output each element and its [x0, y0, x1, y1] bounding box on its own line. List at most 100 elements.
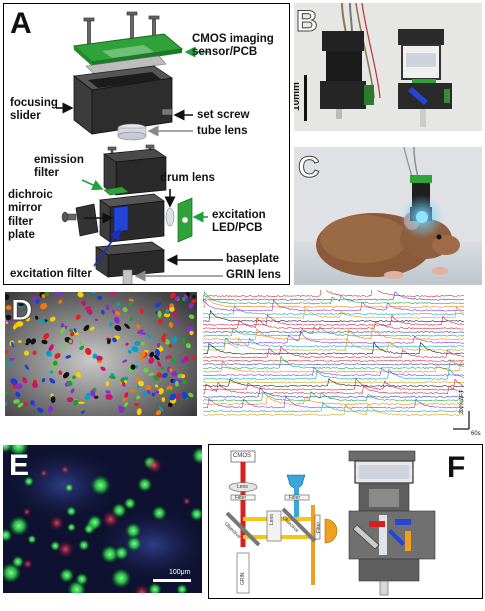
- cell-footprint: [160, 366, 165, 370]
- panel-f: CMOS Lens Filter Filter Objective Object…: [208, 444, 483, 599]
- cell-footprint: [45, 292, 49, 296]
- red-cell: [56, 540, 75, 558]
- scale-label-d-y: 200% ΔF/F: [459, 389, 465, 414]
- cell-footprint: [23, 350, 30, 356]
- cell-footprint: [69, 378, 75, 382]
- cell-footprint: [79, 345, 85, 351]
- cell-footprint: [85, 347, 92, 355]
- fluorescent-cell: [114, 545, 129, 561]
- cell-footprint: [81, 300, 87, 306]
- red-cell: [182, 497, 191, 506]
- cell-footprint: [137, 329, 144, 334]
- calcium-traces: [203, 290, 470, 430]
- cell-footprint: [81, 410, 85, 414]
- label-excitation-led: excitation LED/PCB: [212, 209, 266, 234]
- cell-footprint: [60, 326, 66, 334]
- cell-footprint: [118, 406, 125, 413]
- fluorescent-cell: [123, 497, 137, 510]
- cell-footprint: [181, 359, 186, 364]
- cell-footprint: [24, 401, 28, 407]
- fluorescent-cell: [90, 475, 111, 496]
- panel-a: A: [3, 3, 290, 285]
- cell-footprint: [60, 323, 65, 328]
- panel-e: E 100μm: [3, 445, 202, 593]
- label-f-filter-vertical: Filter: [316, 521, 322, 533]
- cell-footprint: [96, 355, 103, 361]
- calcium-trace: [203, 391, 465, 402]
- cell-footprint: [31, 296, 37, 301]
- cell-footprint: [181, 337, 186, 344]
- calcium-trace: [203, 381, 465, 384]
- fluorescent-cell: [8, 445, 29, 457]
- calcium-trace: [203, 359, 465, 362]
- label-baseplate: baseplate: [226, 253, 280, 265]
- cell-footprint: [158, 406, 164, 412]
- cell-footprint: [94, 395, 99, 399]
- calcium-trace: [203, 304, 464, 316]
- cell-footprint: [167, 389, 172, 394]
- cell-footprint: [83, 324, 90, 332]
- cell-footprint: [75, 371, 82, 378]
- cell-footprint: [161, 397, 166, 403]
- calcium-trace: [203, 360, 465, 373]
- cell-footprint: [157, 319, 163, 324]
- cell-footprint: [174, 381, 179, 387]
- calcium-trace: [203, 401, 465, 413]
- cell-footprint: [112, 337, 117, 343]
- scale-label-d-x: 60s: [471, 431, 481, 437]
- calcium-trace: [203, 299, 465, 312]
- calcium-trace: [203, 290, 465, 298]
- excitation-filter-arrow: [93, 228, 121, 267]
- cell-footprint: [100, 309, 105, 315]
- cell-footprint: [5, 402, 7, 407]
- fluorescence-image: [3, 445, 202, 593]
- calcium-trace: [203, 395, 465, 405]
- cell-footprint: [5, 349, 8, 355]
- calcium-trace: [203, 394, 465, 409]
- cell-footprint: [122, 359, 128, 363]
- fluorescent-cell: [83, 523, 95, 535]
- label-f-lens: Lens: [237, 484, 248, 490]
- red-cell: [60, 465, 70, 475]
- panel-d-traces: 200% ΔF/F 60s: [203, 290, 483, 438]
- cell-footprint: [106, 338, 111, 345]
- calcium-trace: [203, 330, 465, 334]
- cell-footprint: [181, 374, 186, 379]
- cell-footprint: [22, 377, 28, 384]
- cell-footprint: [157, 310, 162, 318]
- cell-footprint: [171, 357, 176, 363]
- cell-footprint: [25, 316, 31, 322]
- calcium-trace: [203, 345, 465, 359]
- calcium-trace: [203, 313, 465, 326]
- cell-footprint: [136, 408, 142, 416]
- cell-footprint: [188, 314, 195, 319]
- calcium-trace: [203, 387, 464, 398]
- cell-footprint: [18, 301, 24, 307]
- fluorescent-cell: [191, 447, 202, 465]
- fluorescent-cell: [189, 507, 202, 522]
- cell-footprint: [182, 297, 186, 302]
- optical-path-schematic: [225, 450, 436, 596]
- red-cell: [101, 510, 120, 529]
- cell-footprint: [152, 375, 160, 382]
- cell-footprint: [172, 311, 178, 317]
- calcium-trace: [203, 296, 465, 308]
- cell-footprint: [131, 346, 139, 352]
- scale-bar-b: [304, 75, 307, 121]
- cell-footprint: [105, 304, 110, 311]
- cell-footprint: [169, 393, 177, 401]
- cell-footprint: [30, 338, 36, 345]
- cell-footprint: [115, 311, 121, 316]
- red-cell: [39, 469, 49, 478]
- cell-footprint: [77, 292, 84, 298]
- cell-footprint: [165, 308, 170, 314]
- cell-footprint: [170, 292, 176, 299]
- cell-footprint: [174, 320, 181, 324]
- cell-footprint: [105, 390, 111, 394]
- fluorescent-cell: [126, 535, 142, 552]
- calcium-trace: [203, 368, 465, 380]
- cell-footprint: [5, 294, 10, 301]
- cell-footprint: [171, 370, 177, 377]
- cell-footprint: [128, 298, 134, 302]
- cell-footprint: [54, 353, 61, 359]
